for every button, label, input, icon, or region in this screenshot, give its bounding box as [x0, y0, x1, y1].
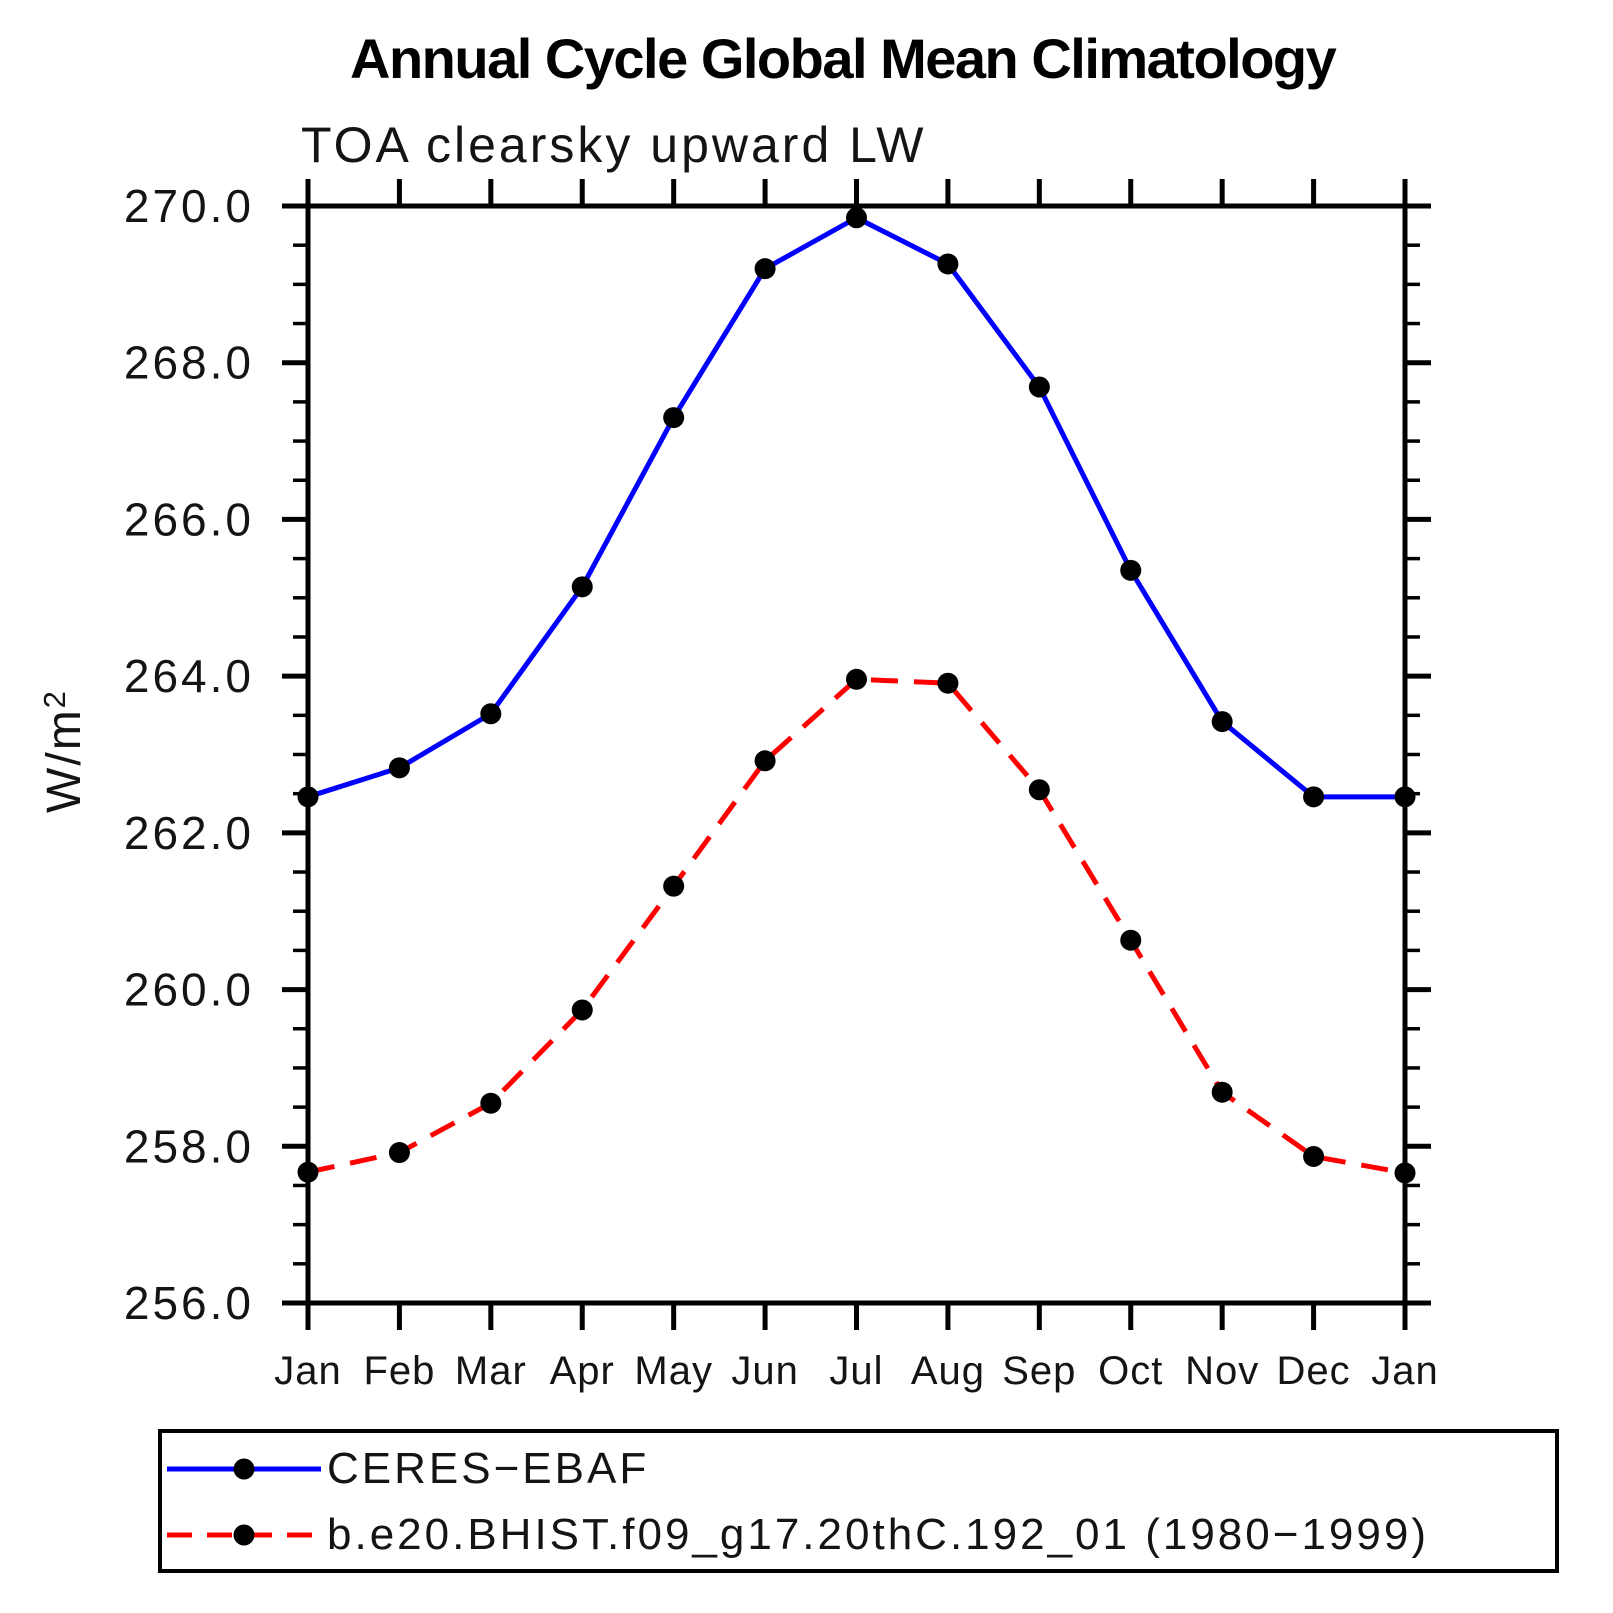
data-point	[754, 258, 776, 280]
plot-frame	[305, 203, 1408, 1306]
y-tick-label: 258.0	[124, 1120, 254, 1172]
x-tick-label: Dec	[1277, 1349, 1351, 1393]
chart-title: Annual Cycle Global Mean Climatology	[350, 27, 1337, 90]
data-point	[480, 703, 502, 725]
data-point	[937, 253, 959, 275]
data-point	[1028, 779, 1050, 801]
legend-marker	[233, 1458, 255, 1480]
x-tick-label: Jun	[731, 1349, 799, 1393]
legend-swatch-solid-line	[167, 1458, 321, 1480]
series-line-1	[307, 676, 1406, 1176]
y-axis-title: W/m2	[37, 689, 91, 813]
data-point	[1120, 559, 1142, 581]
data-point	[1211, 1081, 1233, 1103]
y-tick-label: 256.0	[124, 1277, 254, 1329]
data-point	[1394, 1162, 1416, 1184]
legend-marker	[233, 1524, 255, 1546]
chart-subtitle: TOA clearsky upward LW	[301, 117, 927, 173]
data-point	[937, 672, 959, 694]
data-point	[1303, 786, 1325, 808]
y-tick-label: 262.0	[124, 807, 254, 859]
y-tick-label: 266.0	[124, 493, 254, 545]
x-tick-label: Jan	[274, 1349, 342, 1393]
legend-label: b.e20.BHIST.f09_g17.20thC.192_01 (1980−1…	[327, 1510, 1429, 1559]
x-tick-label: Sep	[1002, 1349, 1076, 1393]
data-point	[1028, 376, 1050, 398]
data-point	[1394, 786, 1416, 808]
data-point	[663, 407, 685, 429]
x-tick-label: May	[634, 1349, 713, 1393]
legend-entry-model: b.e20.BHIST.f09_g17.20thC.192_01 (1980−1…	[164, 1510, 1429, 1559]
data-point	[1120, 929, 1142, 951]
data-point	[846, 668, 867, 690]
y-tick-label: 270.0	[124, 180, 254, 232]
data-point	[480, 1092, 502, 1114]
data-point	[1303, 1145, 1325, 1167]
data-point	[297, 786, 319, 808]
data-point	[571, 999, 593, 1021]
legend-box: CERES−EBAF b.e20.BHIST.f09_g17.20thC.192…	[158, 1429, 1559, 1573]
data-point	[571, 576, 593, 598]
x-tick-label: Mar	[455, 1349, 527, 1393]
y-tick-label: 264.0	[124, 650, 254, 702]
data-point	[754, 750, 776, 772]
x-tick-label: Nov	[1185, 1349, 1259, 1393]
legend-entry-ceres-ebaf: CERES−EBAF	[164, 1444, 650, 1493]
data-point	[388, 1142, 410, 1164]
y-tick-label: 260.0	[124, 964, 254, 1016]
data-point	[297, 1161, 319, 1183]
data-point	[846, 207, 867, 229]
data-point	[663, 875, 685, 897]
legend-label: CERES−EBAF	[327, 1444, 650, 1493]
x-tick-label: Feb	[363, 1349, 435, 1393]
data-point	[1211, 711, 1233, 733]
legend-swatch-dashed-line	[167, 1524, 321, 1546]
x-tick-label: Jan	[1371, 1349, 1439, 1393]
series-line-0	[307, 215, 1405, 800]
x-tick-label: Jul	[829, 1349, 883, 1393]
x-tick-label: Oct	[1098, 1349, 1163, 1393]
x-tick-label: Apr	[550, 1349, 615, 1393]
y-tick-label: 268.0	[124, 337, 254, 389]
x-tick-label: Aug	[911, 1349, 985, 1393]
data-point	[388, 757, 410, 779]
